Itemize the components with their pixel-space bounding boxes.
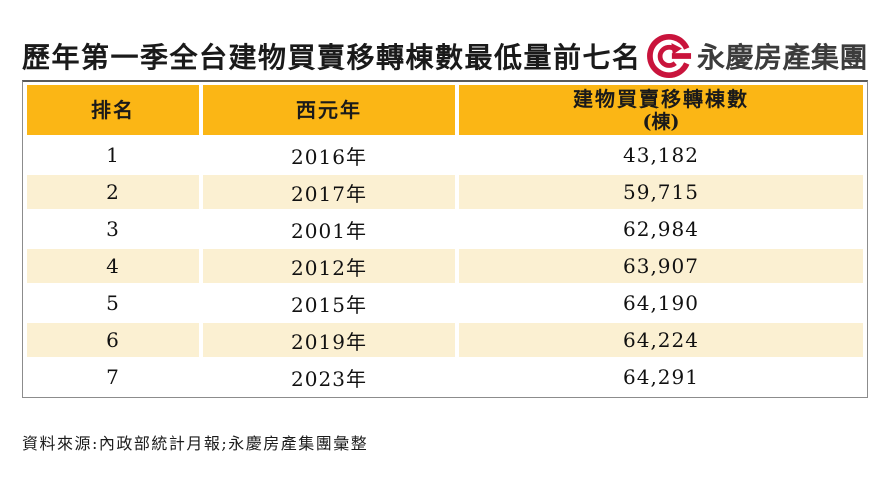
page-title: 歷年第一季全台建物買賣移轉棟數最低量前七名 — [22, 41, 642, 74]
table-row: 7 2023年 64,291 — [27, 360, 863, 394]
year-cell: 2019年 — [203, 323, 455, 357]
rank-cell: 3 — [27, 212, 199, 246]
rank-cell: 2 — [27, 175, 199, 209]
count-cell: 64,190 — [459, 286, 863, 320]
count-cell: 59,715 — [459, 175, 863, 209]
count-cell: 64,224 — [459, 323, 863, 357]
ranking-table: 排名 西元年 建物買賣移轉棟數 (棟) 1 2016年 43,182 2 201… — [22, 80, 868, 398]
count-cell: 63,907 — [459, 249, 863, 283]
table-row: 6 2019年 64,224 — [27, 323, 863, 357]
count-cell: 43,182 — [459, 138, 863, 172]
column-header-rank: 排名 — [27, 85, 199, 135]
data-source-note: 資料來源:內政部統計月報;永慶房產集團彙整 — [22, 434, 369, 453]
column-header-year: 西元年 — [203, 85, 455, 135]
count-cell: 62,984 — [459, 212, 863, 246]
year-cell: 2023年 — [203, 360, 455, 394]
rank-cell: 6 — [27, 323, 199, 357]
rank-cell: 1 — [27, 138, 199, 172]
count-cell: 64,291 — [459, 360, 863, 394]
column-header-count-unit: (棟) — [642, 110, 680, 133]
table-row: 4 2012年 63,907 — [27, 249, 863, 283]
rank-cell: 7 — [27, 360, 199, 394]
column-header-count: 建物買賣移轉棟數 (棟) — [459, 85, 863, 135]
year-cell: 2015年 — [203, 286, 455, 320]
table-row: 3 2001年 62,984 — [27, 212, 863, 246]
year-cell: 2012年 — [203, 249, 455, 283]
table-row: 2 2017年 59,715 — [27, 175, 863, 209]
table-row: 5 2015年 64,190 — [27, 286, 863, 320]
table-row: 1 2016年 43,182 — [27, 138, 863, 172]
year-cell: 2017年 — [203, 175, 455, 209]
year-cell: 2016年 — [203, 138, 455, 172]
table-body: 1 2016年 43,182 2 2017年 59,715 3 2001年 62… — [27, 138, 863, 394]
brand-name: 永慶房產集團 — [696, 41, 868, 74]
yungching-g-icon — [646, 33, 692, 79]
rank-cell: 5 — [27, 286, 199, 320]
brand-logo: 永慶房產集團 — [646, 33, 868, 79]
rank-cell: 4 — [27, 249, 199, 283]
table-header-row: 排名 西元年 建物買賣移轉棟數 (棟) — [27, 85, 863, 135]
column-header-count-label: 建物買賣移轉棟數 — [573, 86, 749, 111]
year-cell: 2001年 — [203, 212, 455, 246]
